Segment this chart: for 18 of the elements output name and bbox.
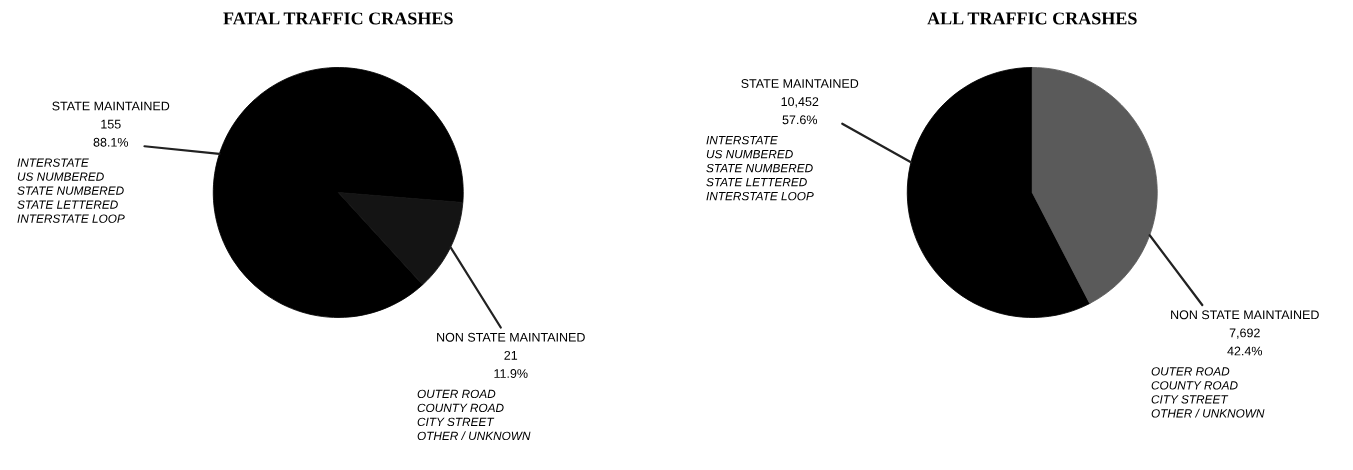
pie-slice [337,192,464,286]
pie-slice [1031,67,1158,304]
text: INTERSTATE US NUMBERED STATE NUMBERED STATE LETTERED INTERSTATE LOOP [706,135,814,201]
data-label: 10,452 57.6% [781,97,819,125]
text: INTERSTATE US NUMBERED STATE NUMBERED STATE LETTERED INTERSTATE LOOP [17,158,125,223]
data-label: 21 11.9% [494,350,528,378]
text: OUTER ROAD COUNTY ROAD CITY STREET OTHER / UNKNOWN [417,389,531,441]
pie-slice [906,67,1091,318]
chart-title: FATAL TRAFFIC CRASHES [223,12,453,25]
slice-label: NON STATE MAINTAINED [437,332,585,342]
data-label: 155 88.1% [93,119,129,147]
text: OUTER ROAD COUNTY ROAD CITY STREET OTHER / UNKNOWN [1151,367,1265,418]
pie-slice [212,67,464,318]
slice-label: STATE MAINTAINED [741,79,859,88]
data-label: 7,692 42.4% [1227,328,1263,356]
slice-label: NON STATE MAINTAINED [1171,310,1319,320]
slice-label: STATE MAINTAINED [52,101,170,111]
chart-title: ALL TRAFFIC CRASHES [927,12,1137,25]
